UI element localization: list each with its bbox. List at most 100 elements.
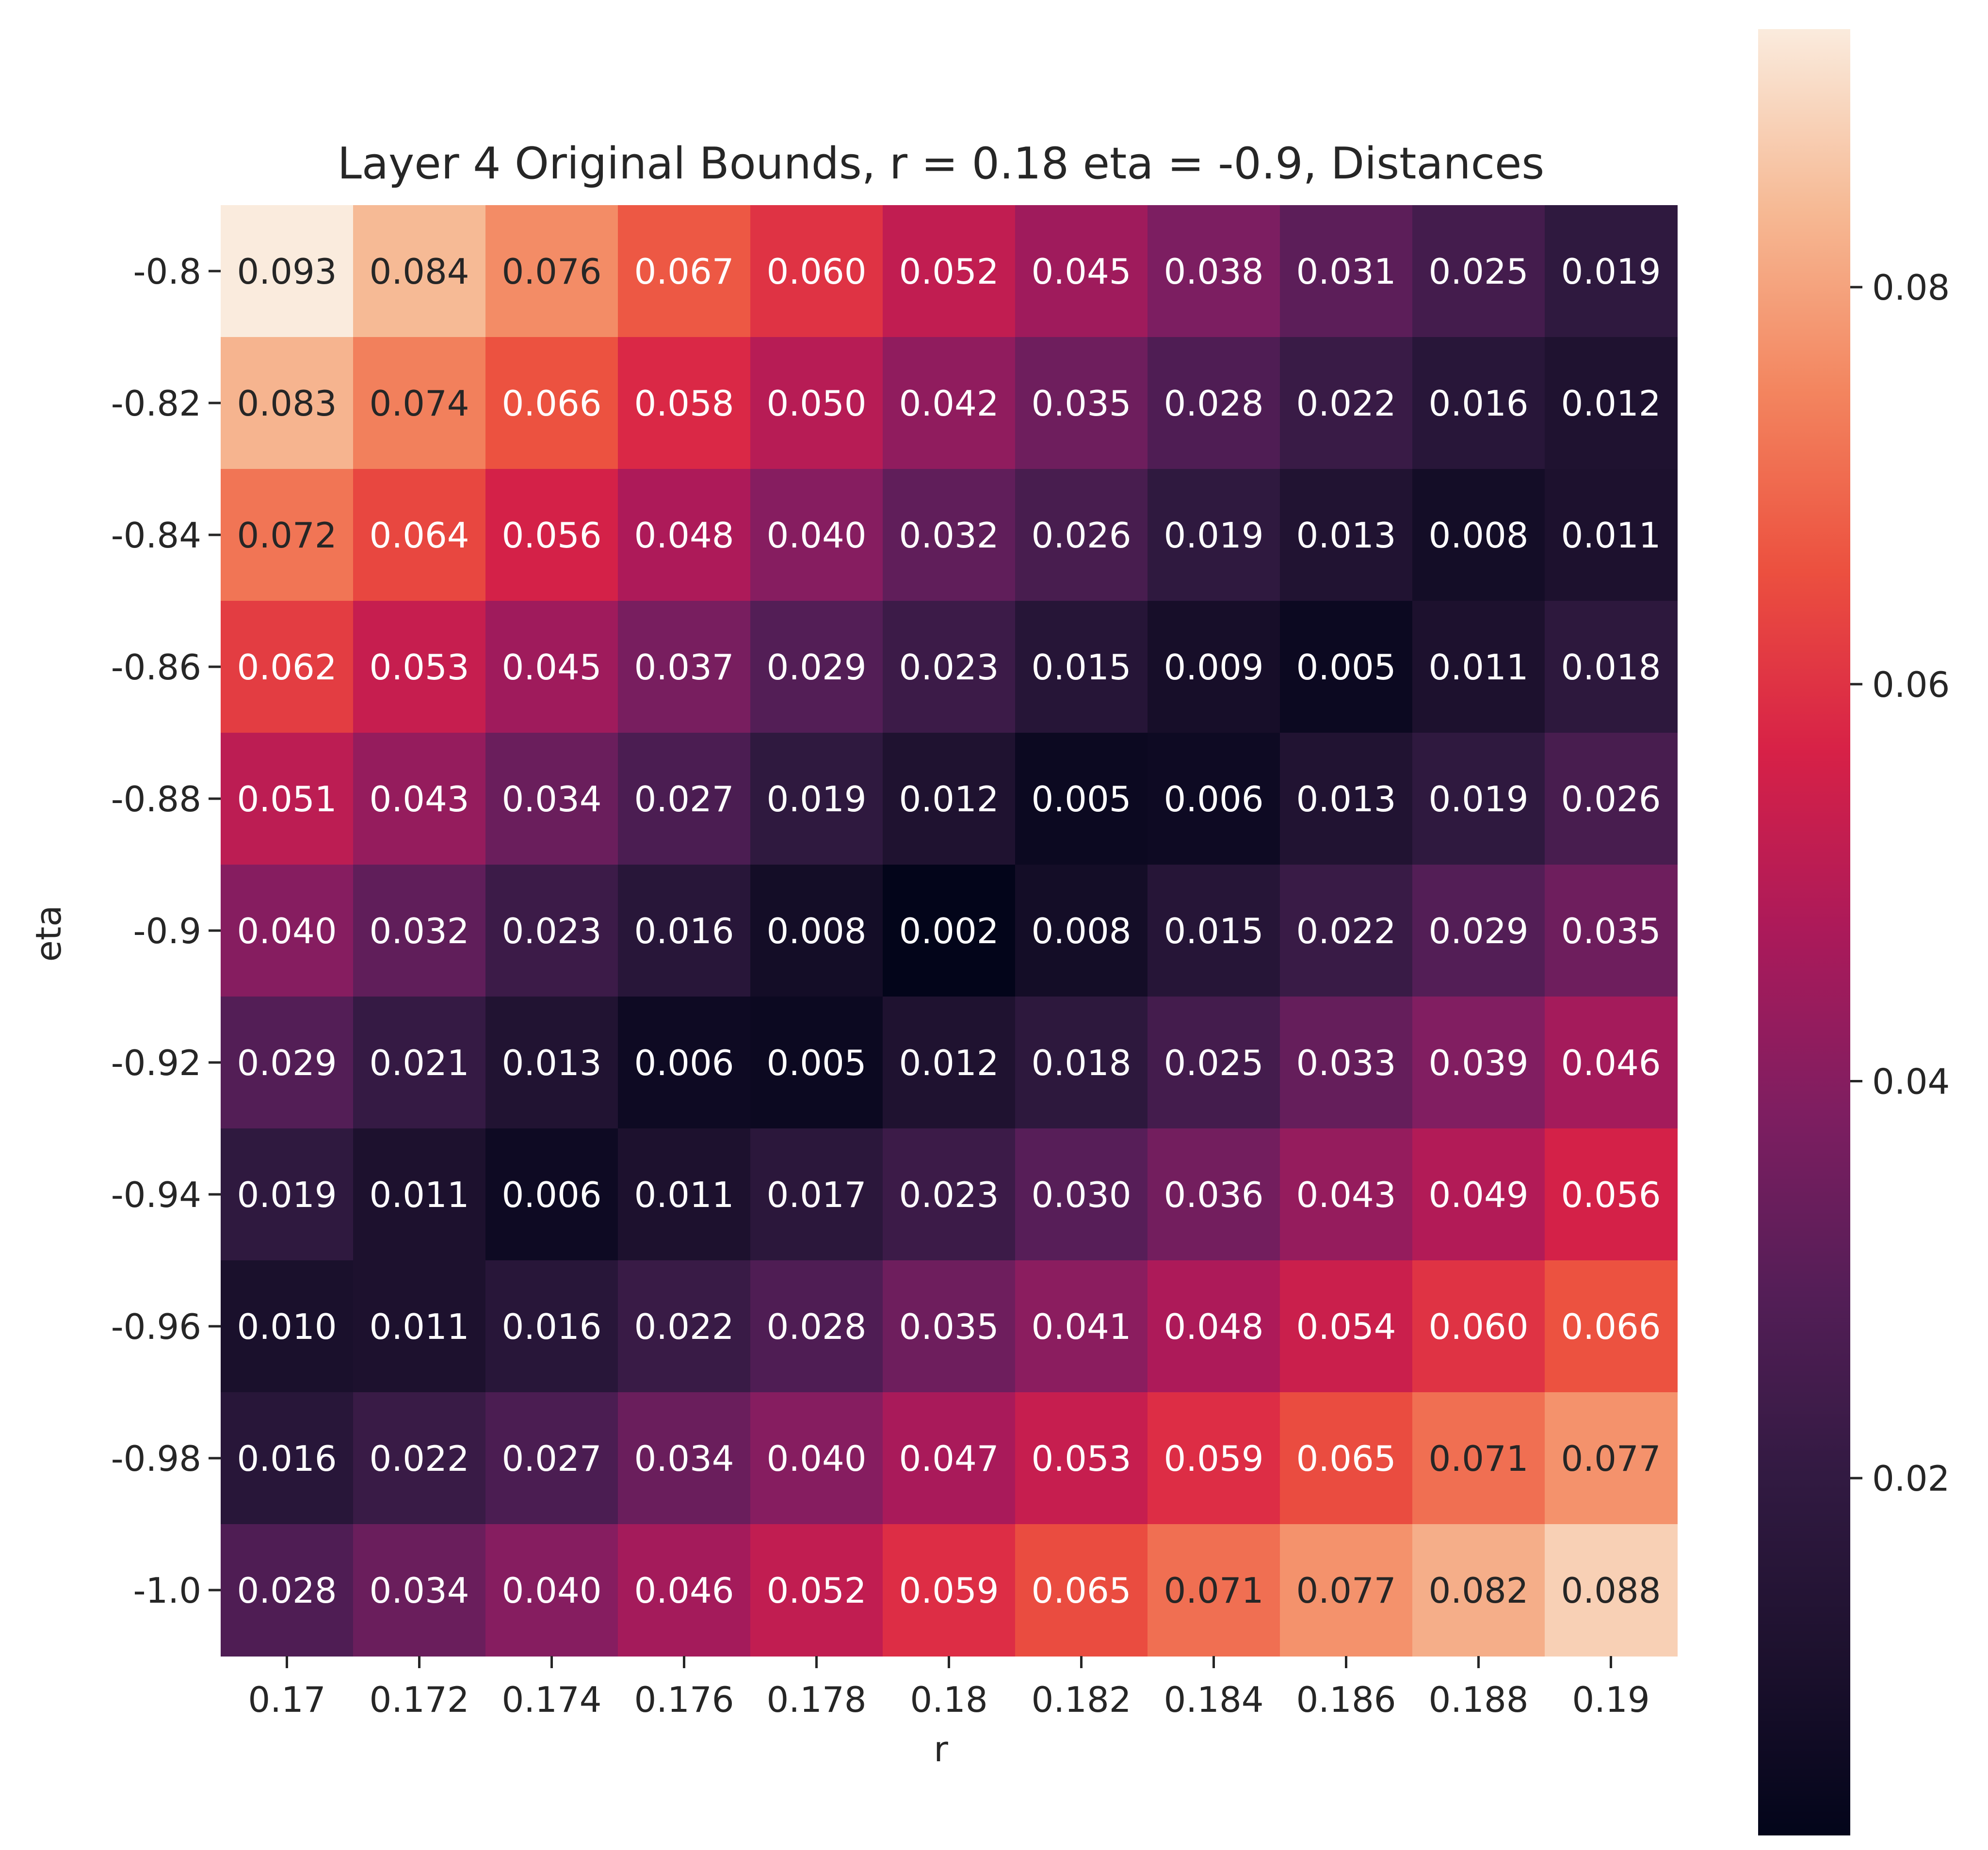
cell-value-label: 0.018 (1031, 1043, 1131, 1083)
cell-value-label: 0.011 (369, 1306, 469, 1347)
y-tick-label: -0.88 (111, 779, 201, 820)
heatmap-cell (750, 1128, 883, 1261)
cell-value-label: 0.065 (1296, 1438, 1396, 1479)
heatmap-cell (1545, 997, 1678, 1129)
x-axis-label: r (934, 1729, 948, 1770)
cell-value-label: 0.040 (237, 911, 337, 951)
cell-value-label: 0.012 (899, 779, 999, 820)
x-tick-label: 0.178 (766, 1679, 866, 1720)
y-tick-label: -0.92 (111, 1043, 201, 1083)
cell-value-label: 0.074 (369, 383, 469, 424)
cell-value-label: 0.048 (634, 515, 734, 556)
cell-value-label: 0.053 (1031, 1438, 1131, 1479)
cell-value-label: 0.035 (1561, 911, 1661, 951)
chart-title: Layer 4 Original Bounds, r = 0.18 eta = … (338, 138, 1545, 189)
heatmap-cell (1015, 1128, 1148, 1261)
y-tick-label: -0.8 (133, 251, 201, 292)
cell-value-label: 0.056 (1561, 1174, 1661, 1215)
heatmap-cell (353, 1524, 486, 1657)
x-tick-label: 0.182 (1031, 1679, 1131, 1720)
colorbar-tick-label: 0.06 (1872, 664, 1950, 705)
heatmap-cell (1280, 997, 1413, 1129)
heatmap-cell (1148, 865, 1280, 997)
cell-value-label: 0.011 (1561, 515, 1661, 556)
cell-value-label: 0.054 (1296, 1306, 1396, 1347)
x-tick-label: 0.18 (910, 1679, 987, 1720)
heatmap-cell (883, 1392, 1016, 1525)
cell-value-label: 0.032 (899, 515, 999, 556)
cell-value-label: 0.013 (501, 1043, 601, 1083)
heatmap-cell (1280, 1260, 1413, 1393)
heatmap-cell (618, 469, 751, 601)
cell-value-label: 0.047 (899, 1438, 999, 1479)
cell-value-label: 0.027 (501, 1438, 601, 1479)
heatmap-cell (353, 205, 486, 338)
cell-value-label: 0.005 (1296, 647, 1396, 688)
heatmap-cell (1412, 733, 1545, 865)
heatmap-cell (353, 733, 486, 865)
cell-value-label: 0.066 (501, 383, 601, 424)
cell-value-label: 0.019 (1561, 251, 1661, 292)
cell-value-label: 0.008 (766, 911, 866, 951)
cell-value-label: 0.016 (501, 1306, 601, 1347)
heatmap-cell (750, 1392, 883, 1525)
y-axis-ticks: -0.8 -0.82 -0.84 -0.86 -0.88 -0.9 -0.92 -0.94 -0… (111, 251, 221, 1611)
heatmap-cell (750, 337, 883, 469)
cell-value-label: 0.028 (1164, 383, 1263, 424)
heatmap-cell (618, 1260, 751, 1393)
heatmap-cell (1015, 205, 1148, 338)
heatmap-cell (1280, 337, 1413, 469)
heatmap-cell (1412, 865, 1545, 997)
cell-value-label: 0.022 (369, 1438, 469, 1479)
heatmap-cell (618, 601, 751, 733)
cell-value-label: 0.067 (634, 251, 734, 292)
heatmap-cell (485, 1524, 618, 1657)
heatmap-cell (1412, 1128, 1545, 1261)
cell-value-label: 0.038 (1164, 251, 1263, 292)
heatmap-cell (221, 1392, 354, 1525)
cell-value-label: 0.093 (237, 251, 337, 292)
cell-value-label: 0.071 (1428, 1438, 1528, 1479)
heatmap-cell (618, 205, 751, 338)
cell-value-label: 0.022 (1296, 911, 1396, 951)
heatmap-cell (750, 1260, 883, 1393)
heatmap-cell (221, 205, 354, 338)
cell-value-label: 0.016 (1428, 383, 1528, 424)
heatmap-cell (1148, 997, 1280, 1129)
heatmap-cell (1412, 1524, 1545, 1657)
heatmap-cell (750, 865, 883, 997)
heatmap-cell (883, 1524, 1016, 1657)
x-tick-label: 0.176 (634, 1679, 734, 1720)
cell-value-label: 0.072 (237, 515, 337, 556)
heatmap-cell (1280, 1392, 1413, 1525)
heatmap-cell (485, 337, 618, 469)
heatmap-cell (1412, 601, 1545, 733)
cell-value-label: 0.039 (1428, 1043, 1528, 1083)
cell-value-label: 0.046 (1561, 1043, 1661, 1083)
heatmap-cell (1412, 337, 1545, 469)
heatmap-cell (353, 1392, 486, 1525)
heatmap-cell (353, 1128, 486, 1261)
cell-value-label: 0.056 (501, 515, 601, 556)
heatmap-cell (1545, 337, 1678, 469)
y-tick-label: -0.94 (111, 1174, 201, 1215)
heatmap-cell (618, 865, 751, 997)
heatmap-cell (1148, 205, 1280, 338)
heatmap-cell (485, 469, 618, 601)
cell-value-label: 0.025 (1164, 1043, 1263, 1083)
x-tick-label: 0.186 (1296, 1679, 1396, 1720)
cell-value-label: 0.071 (1164, 1570, 1263, 1611)
cell-value-label: 0.033 (1296, 1043, 1396, 1083)
cell-value-label: 0.012 (899, 1043, 999, 1083)
heatmap-cell (1015, 865, 1148, 997)
cell-value-label: 0.011 (369, 1174, 469, 1215)
cell-value-label: 0.023 (501, 911, 601, 951)
cell-value-label: 0.022 (634, 1306, 734, 1347)
heatmap-cell (750, 469, 883, 601)
cell-value-label: 0.026 (1561, 779, 1661, 820)
heatmap-cell (221, 337, 354, 469)
heatmap-cell (221, 997, 354, 1129)
cell-value-label: 0.062 (237, 647, 337, 688)
heatmap-cell (1545, 205, 1678, 338)
x-tick-label: 0.19 (1572, 1679, 1649, 1720)
